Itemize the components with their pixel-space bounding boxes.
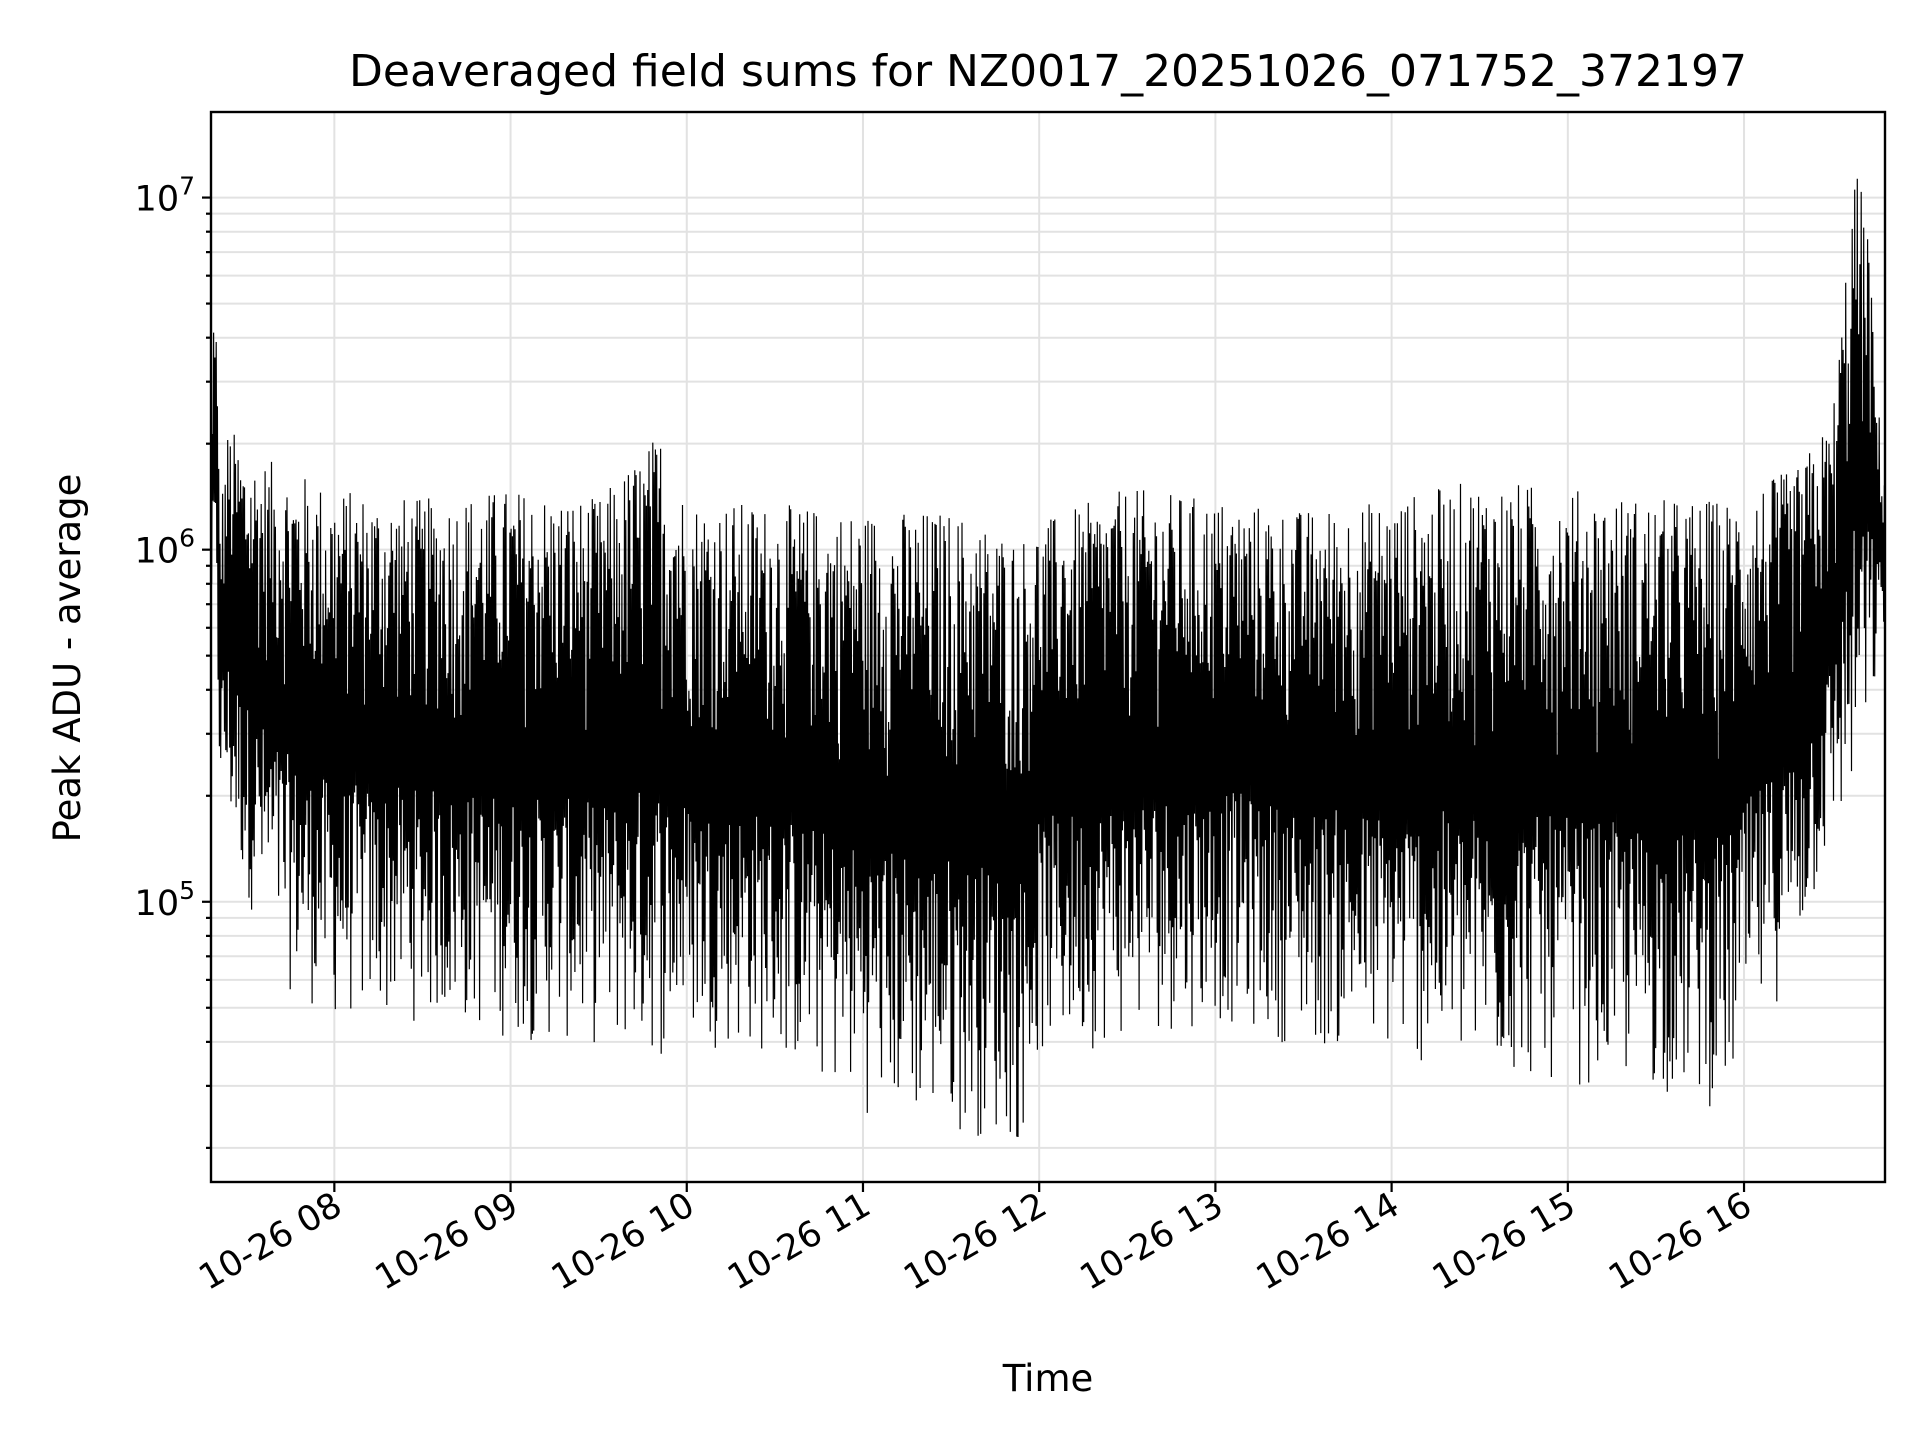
y-tick-label: 105: [135, 876, 195, 924]
chart-title: Deaveraged field sums for NZ0017_2025102…: [349, 46, 1747, 97]
plot-area: [210, 178, 1886, 1138]
x-axis-label: Time: [1002, 1357, 1094, 1400]
plot-frame: [209, 110, 1887, 1184]
y-axis-label: Peak ADU - average: [46, 474, 89, 843]
y-tick-label: 106: [135, 524, 195, 572]
y-tick-label: 107: [135, 172, 195, 220]
series-line: [210, 178, 1886, 1138]
